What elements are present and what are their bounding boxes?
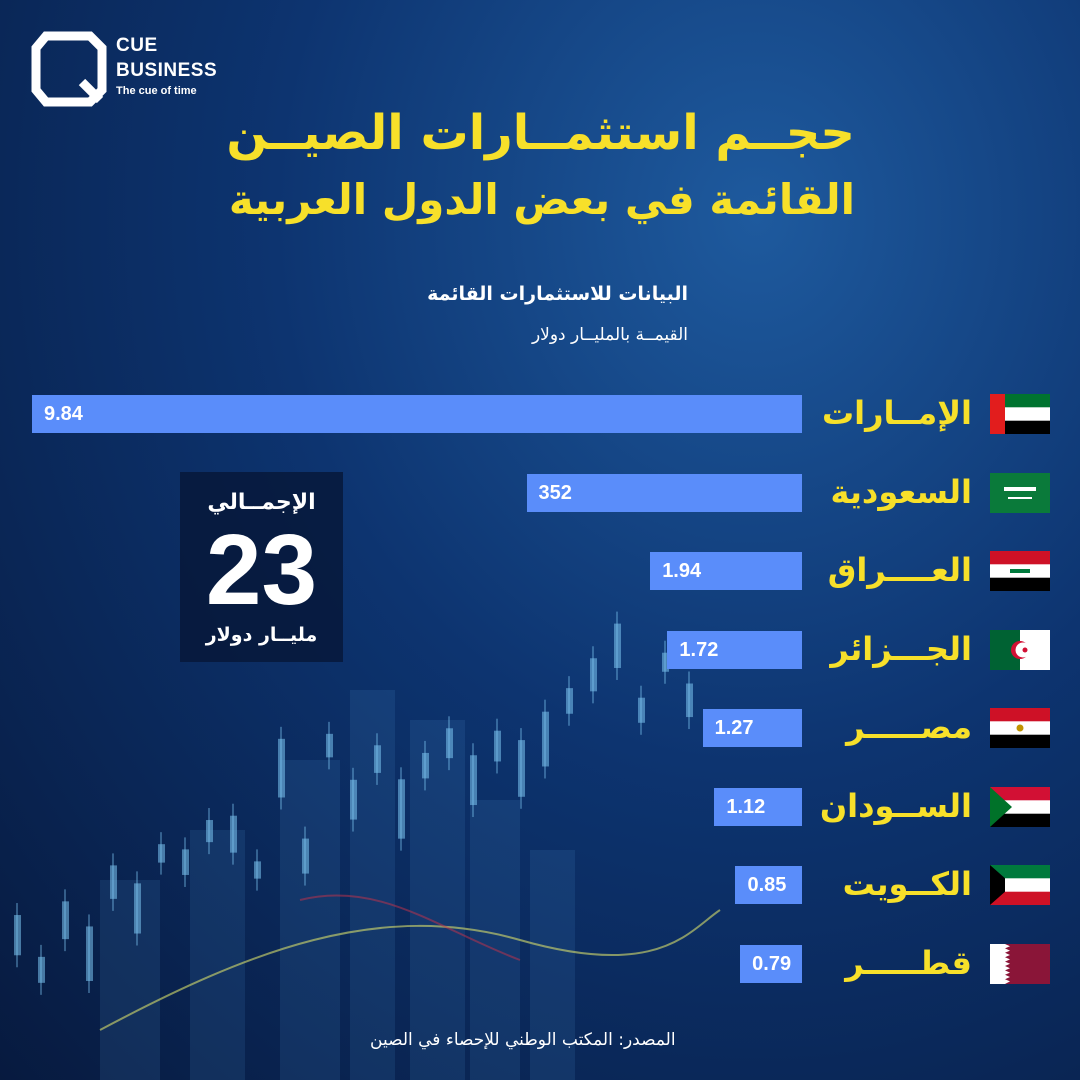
- total-card: الإجمــالي 23 مليــار دولار: [180, 472, 343, 662]
- brand-tagline: The cue of time: [116, 85, 197, 97]
- main-title: حجــم استثمــارات الصيــن: [226, 105, 855, 161]
- bar: [650, 552, 802, 590]
- main-title-line2: القائمة في بعض الدول العربية: [228, 175, 855, 224]
- bar: [32, 395, 802, 433]
- bar: [702, 709, 802, 747]
- sudan-flag-icon: [990, 786, 1050, 827]
- bar: [714, 787, 802, 826]
- bar-value-label: 9.84: [44, 403, 83, 425]
- algeria-flag-icon: [990, 629, 1050, 670]
- country-label: السعودية: [830, 472, 972, 511]
- source-note: المصدر: المكتب الوطني للإحصاء في الصين: [370, 1030, 676, 1050]
- egypt-flag-icon: [990, 708, 1050, 748]
- qatar-flag-icon: [990, 943, 1050, 984]
- bar: [667, 630, 802, 669]
- bar: [526, 473, 802, 512]
- kuwait-flag-icon: [990, 865, 1050, 905]
- brand-logo: CUE BUSINESS The cue of time: [30, 30, 230, 110]
- brand-name-line1: CUE: [116, 35, 158, 56]
- iraq-flag-icon: [990, 551, 1050, 591]
- bar-value-label: 1.72: [679, 638, 719, 661]
- bar-value-label: 1.94: [662, 560, 702, 582]
- logo-mark-icon: [31, 31, 107, 107]
- total-unit: مليــار دولار: [205, 624, 318, 646]
- uae-flag-icon: [990, 394, 1050, 434]
- bar-value-label: 1.27: [714, 717, 754, 739]
- country-label: الكــويت: [842, 865, 972, 903]
- country-label: الجـــزائر: [830, 629, 972, 668]
- saudi-flag-icon: [990, 472, 1050, 513]
- country-label: العــــراق: [827, 551, 972, 589]
- total-value: 23: [205, 514, 318, 626]
- bar: [735, 866, 802, 904]
- bar-value-label: 352: [538, 481, 572, 504]
- bar-value-label: 0.79: [752, 952, 792, 975]
- country-label: مصـــــر: [846, 708, 972, 746]
- country-label: الســودان: [819, 786, 972, 825]
- bar-value-label: 0.85: [747, 874, 787, 896]
- chart-subtitle: البيانات للاستثمارات القائمة: [427, 283, 688, 305]
- country-label: الإمــارات: [821, 394, 972, 432]
- brand-name-line2: BUSINESS: [116, 60, 218, 81]
- bar: [740, 944, 802, 983]
- chart-unit-note: القيمــة بالمليــار دولار: [531, 325, 688, 345]
- bar-value-label: 1.12: [726, 795, 766, 818]
- country-label: قطـــــر: [845, 943, 972, 982]
- total-label: الإجمــالي: [207, 490, 316, 515]
